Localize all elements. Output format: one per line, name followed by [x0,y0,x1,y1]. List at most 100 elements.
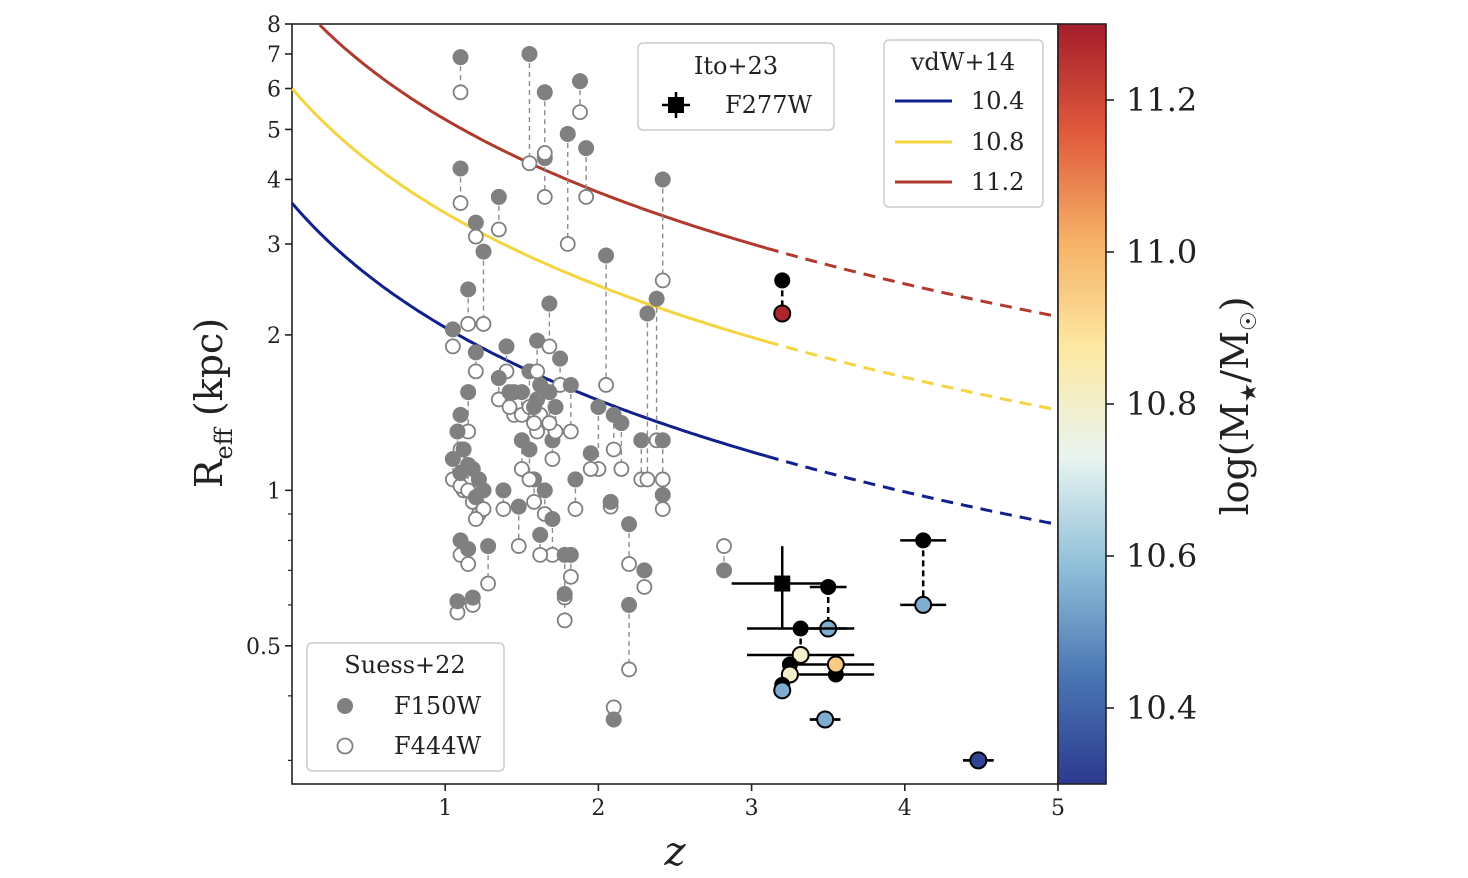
legend-ito-marker [668,97,684,113]
suess-f150w-point [536,482,553,499]
suess-f150w-point [521,441,538,458]
suess-f444w-point [536,145,553,161]
suess-f150w-point [621,516,638,533]
suess-f444w-point [467,363,484,380]
suess-f444w-point [490,391,507,408]
y-tick-label: 4 [267,168,281,193]
y-tick-label: 0.5 [246,635,281,660]
suess-f150w-point [464,589,481,606]
cb-label-mid: /M [1213,331,1257,383]
colorbar-tick-label: 10.4 [1126,689,1197,727]
suess-f150w-point [562,376,579,393]
suess-f444w-point [480,575,496,592]
suess-f150w-point [460,456,477,473]
suess-f150w-point [567,471,584,488]
suess-points [444,45,733,728]
suess-f444w-point [556,612,573,629]
suess-f150w-point [582,445,599,462]
suess-f444w-point [544,451,561,467]
suess-f150w-point [532,526,549,543]
suess-f150w-point [536,84,553,101]
x-tick-label: 4 [898,796,912,821]
vdw-curve-112-solid [318,23,768,250]
suess-f444w-point [621,661,637,678]
legend-vdw-label-112: 11.2 [971,168,1024,196]
suess-f444w-point [495,501,512,517]
legend-suess-label-f150w: F150W [394,692,481,720]
suess-f150w-point [598,247,615,264]
ito-point-f277w [792,620,809,637]
suess-f150w-point [452,49,469,66]
suess-f444w-point [613,461,630,477]
suess-f150w-point [602,493,619,510]
suess-f444w-point [526,415,542,431]
legend-ito: Ito+23 F277W [637,42,835,131]
suess-f150w-point [452,406,469,423]
suess-f150w-point [501,384,518,401]
suess-f150w-point [460,384,477,401]
suess-f444w-point [460,556,477,572]
suess-f150w-point [605,711,622,728]
suess-f444w-point [467,511,484,527]
suess-f150w-point [529,332,546,349]
suess-f444w-point [510,538,527,554]
suess-f150w-point [490,370,507,387]
suess-f150w-point [648,290,665,307]
suess-f444w-point [639,471,656,488]
legend-vdw-box [883,39,1044,208]
suess-f150w-point [480,538,497,555]
y-tick-label: 5 [267,118,281,143]
suess-f150w-point [572,73,589,90]
ito-point-f277w [915,532,932,549]
y-tick-label: 2 [267,324,281,349]
suess-f150w-point [460,540,477,557]
suess-f444w-point [567,501,584,517]
suess-f150w-point [444,451,461,468]
suess-f150w-point [467,344,484,361]
suess-f150w-point [460,281,477,298]
y-tick-label: 3 [267,233,281,258]
suess-f444w-point [654,501,671,517]
x-axis-label: z [663,829,686,875]
suess-f150w-point [716,562,733,579]
suess-f150w-point [452,160,469,177]
cb-label-sun: ☉ [1237,311,1262,331]
y-tick-label: 6 [267,78,281,103]
colorbar-tick-label: 11.0 [1126,233,1197,271]
ito-point-mass [826,655,845,674]
x-tick-label: 2 [591,796,605,821]
suess-f150w-point [444,321,461,338]
suess-f444w-point [460,316,477,332]
vdw-curve-112-dashed [766,246,1059,319]
suess-f444w-point [467,228,484,245]
suess-f444w-point [501,399,518,415]
suess-f150w-point [449,593,466,610]
vdw-curves [290,23,1059,527]
colorbar-tick-label: 11.2 [1126,81,1197,119]
suess-f444w-point [541,338,558,355]
suess-f150w-point [654,486,671,503]
suess-f150w-point [526,399,543,416]
vdw-curve-104-dashed [766,454,1059,527]
suess-f444w-point [562,423,579,440]
cb-label-end: ) [1213,296,1257,311]
suess-f150w-point [562,546,579,563]
y-tick-label: 1 [267,479,281,504]
vdw-curve-108-solid [290,87,768,344]
suess-f150w-point [639,305,656,322]
suess-f150w-point [621,596,638,613]
legend-suess-marker-open [336,737,354,755]
suess-f150w-point [490,188,507,205]
colorbar-label: log(M★/M☉) [1213,296,1262,515]
suess-f150w-point [475,243,492,260]
colorbar [1057,23,1107,785]
suess-f444w-point [562,568,579,585]
suess-f444w-point [521,155,538,172]
legend-vdw-label-104: 10.4 [971,87,1024,115]
legend-suess-marker-filled [337,698,353,714]
legend-ito-box [637,42,835,131]
suess-f444w-point [452,84,469,101]
suess-f150w-point [455,441,472,458]
y-label-sub: eff [210,426,238,459]
